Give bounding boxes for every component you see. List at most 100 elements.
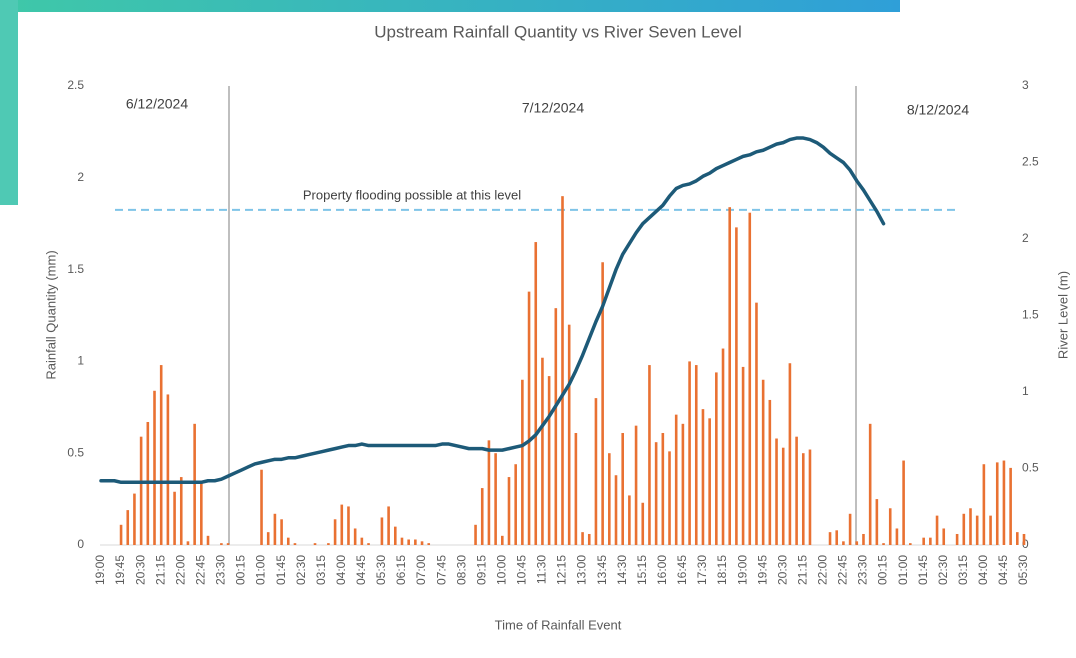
x-tick-label: 01:00 [254,555,268,585]
x-tick-label: 19:45 [755,555,769,585]
bar [153,391,156,545]
x-tick-label: 03:15 [956,555,970,585]
bar [748,213,751,545]
map-strip-top [0,0,900,12]
bar [789,363,792,545]
x-tick-label: 04:00 [334,555,348,585]
threshold-label: Property flooding possible at this level [303,187,521,202]
bar [267,532,270,545]
bar [367,543,370,545]
x-tick-label: 22:45 [836,555,850,585]
x-tick-label: 01:45 [274,555,288,585]
y2-tick-label: 1 [1022,384,1029,398]
map-strip-left [0,0,18,205]
bar [782,448,785,545]
x-axis-title: Time of Rainfall Event [495,617,622,632]
chart: Upstream Rainfall Quantity vs River Seve… [0,0,1076,658]
bar [996,462,999,545]
bar [274,514,277,545]
bar [340,505,343,545]
bar [407,539,410,545]
bar [1003,461,1006,545]
x-tick-label: 22:00 [173,555,187,585]
bar [929,538,932,545]
x-tick-label: 13:00 [575,555,589,585]
x-tick-label: 05:30 [1016,555,1030,585]
y2-tick-label: 3 [1022,78,1029,92]
bar [180,477,183,545]
x-tick-label: 04:45 [354,555,368,585]
bar [1016,532,1019,545]
y2-axis-title: River Level (m) [1055,271,1070,359]
bar [795,437,798,545]
bar [488,440,491,545]
bar [361,538,364,545]
bar [829,532,832,545]
bar [896,528,899,545]
x-tick-label: 22:45 [193,555,207,585]
bar [193,424,196,545]
bar [514,464,517,545]
bar [501,536,504,545]
bar [581,532,584,545]
bar [869,424,872,545]
bar [474,525,477,545]
bar [728,207,731,545]
bar [722,349,725,545]
x-tick-label: 04:45 [996,555,1010,585]
bar [715,372,718,545]
bar [528,292,531,545]
bar [414,539,417,545]
bar [802,453,805,545]
x-tick-label: 07:00 [414,555,428,585]
bar [688,361,691,545]
y-tick-label: 0 [77,537,84,551]
bar [675,415,678,545]
bar [555,308,558,545]
bar [401,538,404,545]
y-tick-label: 2.5 [67,78,84,92]
bar [481,488,484,545]
date-label: 7/12/2024 [522,100,584,116]
bar [976,516,979,545]
bar [187,541,190,545]
x-tick-label: 02:30 [936,555,950,585]
bar [173,492,176,545]
bar [862,534,865,545]
bar [294,543,297,545]
bar [809,450,812,545]
bar [969,508,972,545]
y2-tick-label: 0.5 [1022,461,1039,475]
x-tick-label: 04:00 [976,555,990,585]
x-tick-label: 17:30 [695,555,709,585]
y2-tick-label: 1.5 [1022,308,1039,322]
x-tick-label: 23:30 [856,555,870,585]
chart-title: Upstream Rainfall Quantity vs River Seve… [374,22,742,41]
bar [769,400,772,545]
bar [327,543,330,545]
x-tick-label: 23:30 [214,555,228,585]
bar [394,527,397,545]
x-tick-label: 19:00 [735,555,749,585]
bar [541,358,544,545]
bar [334,519,337,545]
bar [575,433,578,545]
x-tick-label: 01:45 [916,555,930,585]
bar [227,543,230,545]
bar [568,325,571,545]
bar [167,394,170,545]
bar [742,367,745,545]
bar [902,461,905,545]
bar [662,433,665,545]
x-tick-label: 07:45 [434,555,448,585]
x-tick-label: 10:45 [515,555,529,585]
x-tick-label: 19:00 [93,555,107,585]
x-tick-label: 08:30 [454,555,468,585]
y2-tick-label: 2.5 [1022,155,1039,169]
bar [882,543,885,545]
bar [287,538,290,545]
x-tick-label: 06:15 [394,555,408,585]
bar [1023,534,1026,545]
bar [755,303,758,545]
bar [120,525,123,545]
